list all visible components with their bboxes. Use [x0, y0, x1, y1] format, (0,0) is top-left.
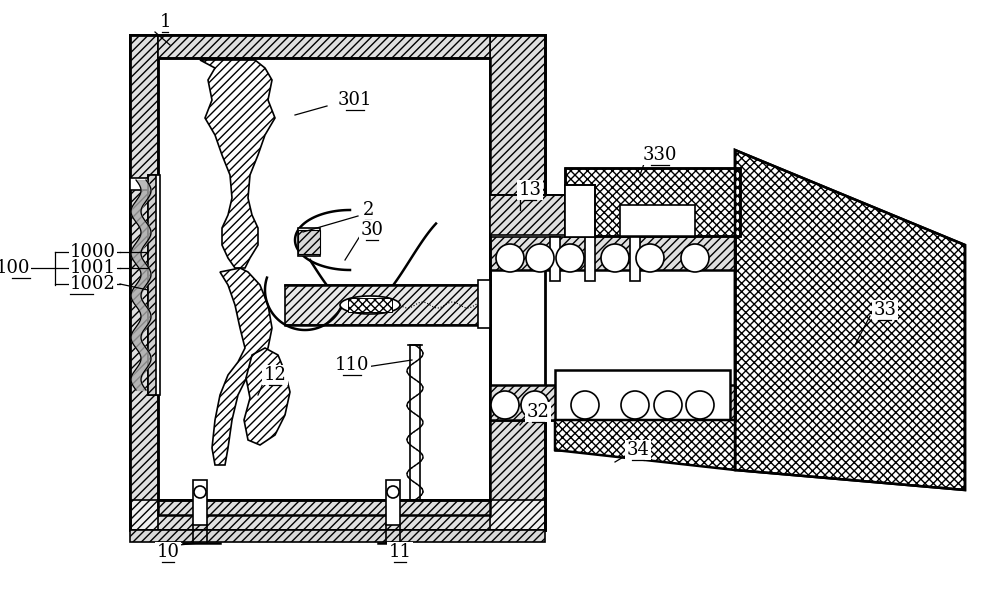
Bar [158, 500, 490, 515]
Circle shape [681, 244, 709, 272]
Bar [158, 58, 490, 500]
Circle shape [686, 391, 714, 419]
Bar [148, 175, 160, 395]
Polygon shape [130, 35, 158, 500]
Text: 12: 12 [264, 366, 286, 384]
Bar [298, 230, 320, 254]
Bar [193, 480, 207, 525]
Circle shape [491, 391, 519, 419]
Text: 30: 30 [360, 221, 384, 239]
Text: 1001: 1001 [70, 259, 116, 277]
Circle shape [571, 391, 599, 419]
Polygon shape [555, 420, 735, 470]
Circle shape [526, 244, 554, 272]
Text: 1000: 1000 [70, 243, 116, 261]
Bar [298, 228, 320, 256]
Bar [148, 175, 156, 395]
Bar [158, 58, 490, 500]
Bar [348, 298, 392, 312]
Bar [490, 235, 735, 420]
Text: 1: 1 [159, 13, 171, 31]
Text: 11: 11 [388, 543, 412, 561]
Bar [478, 280, 490, 328]
Circle shape [521, 391, 549, 419]
Text: 110: 110 [335, 356, 369, 374]
Polygon shape [735, 150, 965, 490]
Bar [630, 237, 640, 281]
Polygon shape [212, 268, 272, 465]
Bar [550, 237, 560, 281]
Bar [130, 178, 148, 190]
Ellipse shape [340, 296, 400, 314]
Bar [565, 185, 595, 237]
Circle shape [601, 244, 629, 272]
Bar [386, 480, 400, 525]
Bar [490, 195, 565, 237]
Text: 34: 34 [627, 441, 649, 459]
Bar [130, 530, 545, 542]
Bar [490, 385, 735, 420]
Text: 13: 13 [518, 181, 542, 199]
Bar [410, 345, 420, 500]
Bar [130, 35, 545, 530]
Bar [555, 370, 730, 420]
Circle shape [636, 244, 664, 272]
Bar [565, 168, 740, 236]
Text: 10: 10 [156, 543, 180, 561]
Circle shape [654, 391, 682, 419]
Bar [490, 235, 735, 270]
Circle shape [387, 486, 399, 498]
Polygon shape [158, 35, 490, 58]
Text: 33: 33 [874, 301, 896, 319]
Bar [565, 168, 740, 236]
Bar [285, 285, 490, 325]
Circle shape [556, 244, 584, 272]
Polygon shape [158, 500, 490, 530]
Polygon shape [200, 60, 275, 268]
Polygon shape [490, 35, 545, 500]
Bar [130, 35, 545, 530]
Bar [555, 420, 635, 450]
Circle shape [194, 486, 206, 498]
Bar [585, 237, 595, 281]
Text: 32: 32 [527, 403, 549, 421]
Text: 1002: 1002 [70, 275, 116, 293]
Circle shape [621, 391, 649, 419]
Bar [490, 195, 565, 235]
Text: 100: 100 [0, 259, 30, 277]
Polygon shape [244, 348, 290, 445]
Text: 2: 2 [362, 201, 374, 219]
Text: 301: 301 [338, 91, 372, 109]
Text: 330: 330 [643, 146, 677, 164]
Circle shape [496, 244, 524, 272]
Bar [620, 205, 695, 237]
